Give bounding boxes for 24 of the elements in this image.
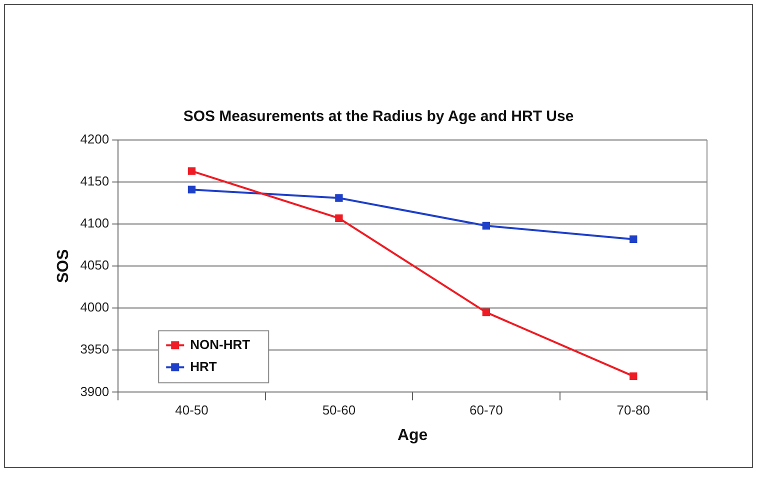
x-tick-label: 40-50 [175,402,208,418]
legend-label: HRT [190,358,217,374]
point [335,194,343,202]
point [482,308,490,316]
y-tick-label: 4200 [80,132,110,147]
point [188,186,196,194]
chart-title: SOS Measurements at the Radius by Age and HRT Use [183,108,574,126]
y-tick-label: 4000 [80,300,110,315]
y-tick-label: 4150 [80,174,110,189]
point [630,235,638,244]
y-tick-label: 4100 [80,216,110,231]
x-tick-label: 60-70 [470,402,503,418]
point [482,222,490,230]
point [188,167,196,175]
y-axis-title: SOS [55,248,72,283]
legend-label: NON-HRT [190,336,250,352]
point [335,214,343,222]
x-tick-label: 50-60 [322,402,356,418]
x-tick-label: 70-80 [616,402,650,418]
y-tick-label: 3900 [80,384,110,399]
y-tick-label: 3950 [80,342,110,357]
x-axis-title: Age [397,426,428,444]
point [630,372,638,380]
y-tick-label: 4050 [80,258,110,273]
